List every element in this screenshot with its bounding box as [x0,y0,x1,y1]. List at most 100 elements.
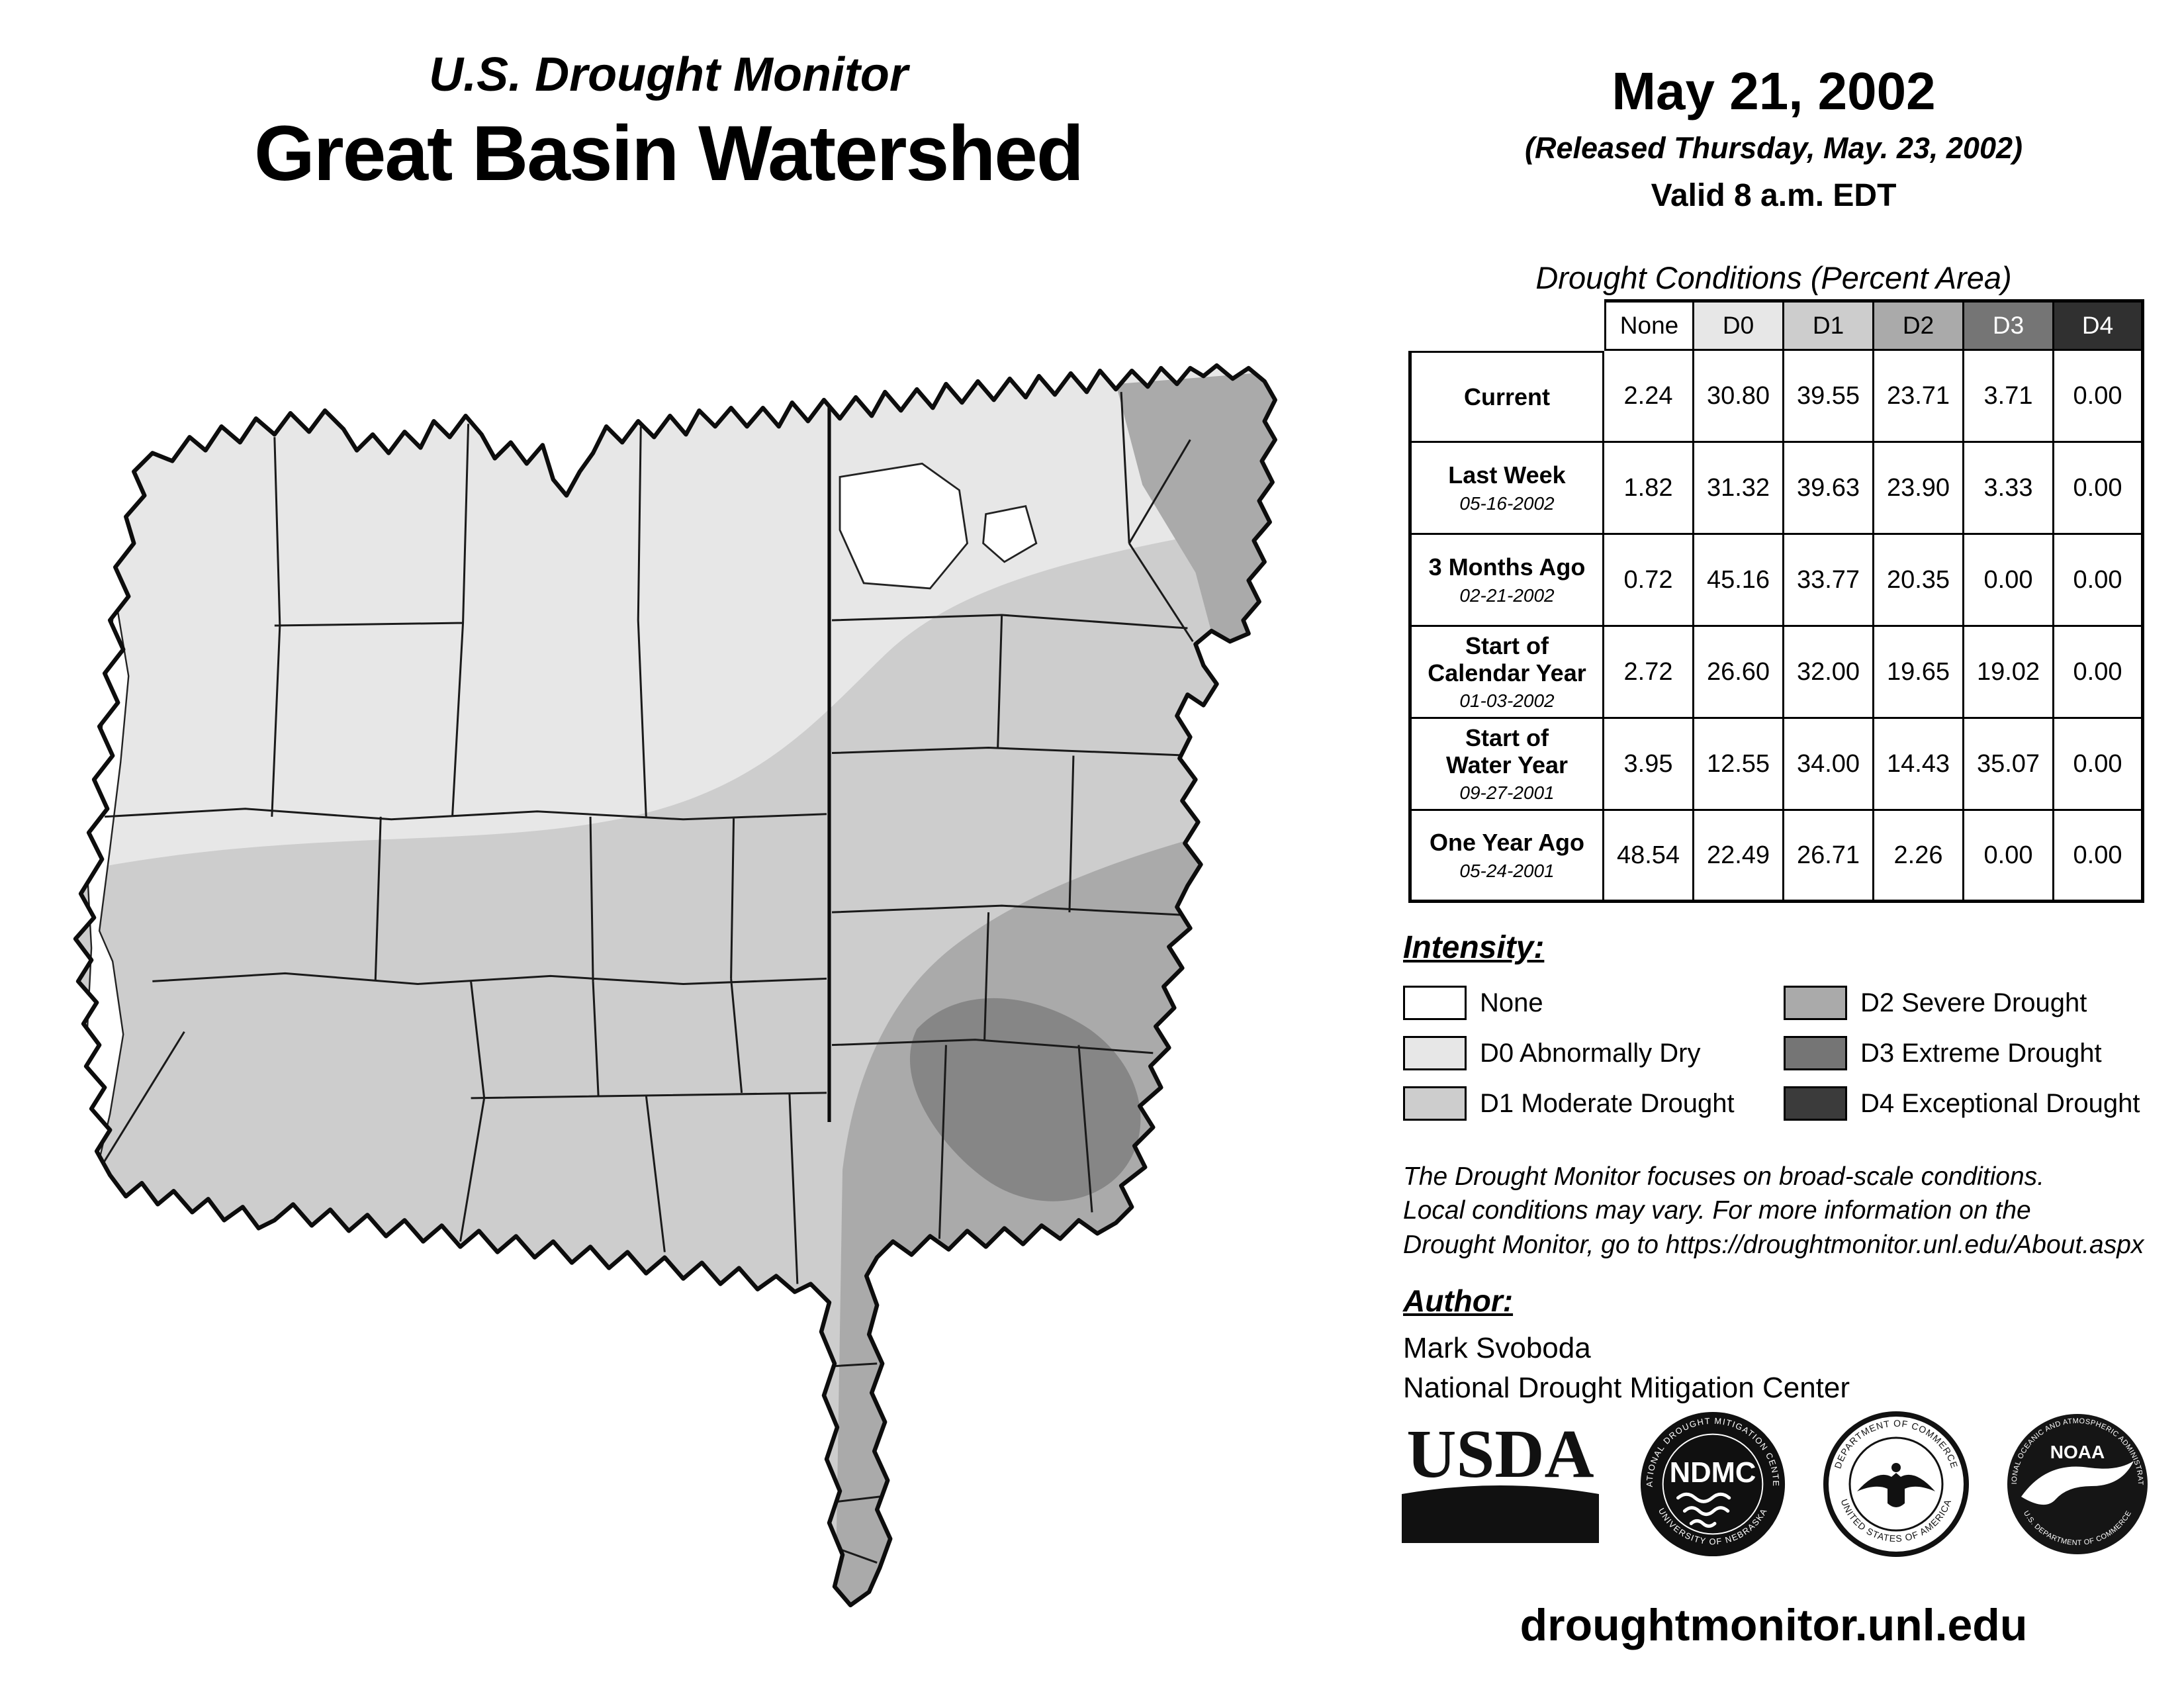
report-kicker: U.S. Drought Monitor [429,48,908,101]
author-block: Author: Mark Svoboda National Drought Mi… [1403,1283,2131,1405]
cell-r3-d3: 19.02 [1964,627,2054,719]
d3-region [909,998,1141,1201]
cell-r1-none: 1.82 [1604,443,1694,535]
cell-r2-d1: 33.77 [1784,535,1874,627]
cell-r2-d0: 45.16 [1694,535,1784,627]
cell-r3-d2: 19.65 [1874,627,1964,719]
row-label-current: Current [1408,351,1604,443]
none-region-border-small [982,504,1038,563]
cell-r2-none: 0.72 [1604,535,1694,627]
commerce-seal: DEPARTMENT OF COMMERCE UNITED STATES OF … [1823,1411,1969,1557]
cell-r1-d4: 0.00 [2054,443,2144,535]
ndmc-waves [1676,1492,1731,1528]
cell-r2-d2: 20.35 [1874,535,1964,627]
row-label-one-year-ago: One Year Ago 05-24-2001 [1408,811,1604,903]
cell-r4-d3: 35.07 [1964,719,2054,811]
cell-r5-none: 48.54 [1604,811,1694,903]
row-label-last-week: Last Week 05-16-2002 [1408,443,1604,535]
cell-r1-d3: 3.33 [1964,443,2054,535]
cell-r0-none: 2.24 [1604,351,1694,443]
legend-swatch-d2 [1784,986,1847,1020]
column-header-d3: D3 [1964,299,2054,351]
ndmc-logo: NATIONAL DROUGHT MITIGATION CENTER UNIVE… [1637,1409,1786,1557]
cell-r3-none: 2.72 [1604,627,1694,719]
page-title: Great Basin Watershed [253,110,1084,197]
drought-conditions-table: None D0 D1 D2 D3 D4 Current 2.24 30.80 3… [1408,299,2144,903]
legend-item-d3: D3 Extreme Drought [1784,1035,2164,1072]
cell-r1-d0: 31.32 [1694,443,1784,535]
disclaimer-line-1: The Drought Monitor focuses on broad-sca… [1403,1162,2045,1191]
legend-swatch-d4 [1784,1086,1847,1121]
disclaimer-text: The Drought Monitor focuses on broad-sca… [1403,1160,2177,1262]
cell-r0-d4: 0.00 [2054,351,2144,443]
commerce-eagle-head [1891,1463,1901,1472]
ndmc-logo-circle [1640,1411,1786,1557]
release-date: (Released Thursday, May. 23, 2002) [1524,131,2023,165]
column-header-d1: D1 [1784,299,1874,351]
none-region-border [839,462,969,590]
cell-r1-d1: 39.63 [1784,443,1874,535]
cell-r4-d2: 14.43 [1874,719,1964,811]
cell-r3-d1: 32.00 [1784,627,1874,719]
row-label-start-water-year: Start of Water Year 09-27-2001 [1408,719,1604,811]
cell-r5-d1: 26.71 [1784,811,1874,903]
cell-r0-d0: 30.80 [1694,351,1784,443]
noaa-logo: NATIONAL OCEANIC AND ATMOSPHERIC ADMINIS… [2004,1411,2148,1554]
legend-swatch-d3 [1784,1036,1847,1070]
usda-logo: USDA [1402,1416,1599,1543]
cell-r4-d0: 12.55 [1694,719,1784,811]
cell-r5-d0: 22.49 [1694,811,1784,903]
legend-item-d1: D1 Moderate Drought [1403,1085,1784,1122]
legend-title: Intensity: [1403,930,1545,965]
d2-region-northeast [1116,371,1275,653]
usda-logo-text: USDA [1406,1416,1594,1492]
cell-r0-d3: 3.71 [1964,351,2054,443]
noaa-logo-text: NOAA [2050,1442,2105,1462]
noaa-bird [2021,1461,2134,1505]
author-name: Mark Svoboda [1403,1332,1591,1364]
column-header-d4: D4 [2054,299,2144,351]
legend-swatch-none [1403,986,1467,1020]
cell-r0-d1: 39.55 [1784,351,1874,443]
cell-r0-d2: 23.71 [1874,351,1964,443]
cell-r5-d3: 0.00 [1964,811,2054,903]
county-lines [85,392,1194,1564]
author-heading: Author: [1403,1284,1514,1318]
usda-logo-bar [1402,1485,1599,1543]
legend-item-d4: D4 Exceptional Drought [1784,1085,2164,1122]
legend-item-none: None [1403,984,1784,1021]
table-title: Drought Conditions (Percent Area) [1535,260,2012,295]
cell-r3-d0: 26.60 [1694,627,1784,719]
ndmc-logo-text: NDMC [1670,1457,1756,1489]
cell-r1-d2: 23.90 [1874,443,1964,535]
disclaimer-line-2: Local conditions may vary. For more info… [1403,1196,2031,1225]
drought-monitor-url[interactable]: droughtmonitor.unl.edu [1520,1600,2028,1650]
cell-r5-d2: 2.26 [1874,811,1964,903]
commerce-eagle [1857,1473,1935,1507]
cell-r3-d4: 0.00 [2054,627,2144,719]
column-header-d0: D0 [1694,299,1784,351]
disclaimer-line-3: Drought Monitor, go to https://droughtmo… [1403,1230,2144,1259]
date-block: May 21, 2002 (Released Thursday, May. 23… [1403,61,2144,214]
cell-r4-none: 3.95 [1604,719,1694,811]
cell-r4-d4: 0.00 [2054,719,2144,811]
title-block: U.S. Drought Monitor Great Basin Watersh… [106,48,1231,199]
agency-logos: USDA NATIONAL DROUGHT MITIGATION CENTER … [1398,1409,2165,1560]
cell-r5-d4: 0.00 [2054,811,2144,903]
legend-swatch-d1 [1403,1086,1467,1121]
author-organization: National Drought Mitigation Center [1403,1372,1850,1404]
cell-r2-d3: 0.00 [1964,535,2054,627]
cell-r2-d4: 0.00 [2054,535,2144,627]
row-label-start-calendar-year: Start of Calendar Year 01-03-2002 [1408,627,1604,719]
cell-r4-d1: 34.00 [1784,719,1874,811]
legend-item-d0: D0 Abnormally Dry [1403,1035,1784,1072]
drought-map [69,357,1337,1638]
column-header-d2: D2 [1874,299,1964,351]
valid-time: Valid 8 a.m. EDT [1651,178,1897,213]
legend-item-d2: D2 Severe Drought [1784,984,2164,1021]
row-label-3-months-ago: 3 Months Ago 02-21-2002 [1408,535,1604,627]
intensity-legend: Intensity: None D0 Abnormally Dry D1 Mod… [1403,929,2171,1135]
column-header-none: None [1604,299,1694,351]
report-date: May 21, 2002 [1612,62,1936,120]
table-corner-cell [1408,299,1604,351]
